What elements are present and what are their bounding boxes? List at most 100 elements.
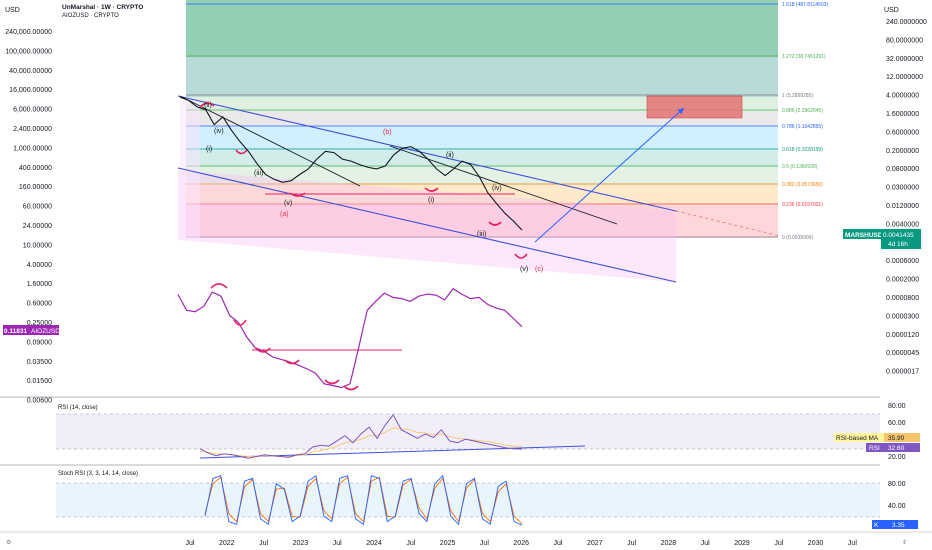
left-axis-tick: 0.01500 bbox=[27, 378, 52, 385]
time-axis-tick: Jul bbox=[774, 540, 783, 547]
time-axis-tick: Jul bbox=[554, 540, 563, 547]
right-axis-tick: 0.0006000 bbox=[886, 258, 919, 265]
rsi-title[interactable]: RSI (14, close) bbox=[58, 405, 98, 411]
right-axis-tick: 12.0000000 bbox=[886, 74, 923, 81]
fib-level-label: 0.886 (2.2962045) bbox=[782, 108, 823, 114]
scale-toggle-icon[interactable]: ⇕ bbox=[902, 539, 907, 546]
left-axis-tick: 24.00000 bbox=[23, 223, 52, 230]
fib-level-label: 0.5 (0.1360930) bbox=[782, 164, 818, 170]
chart-title: UnMarshal · 1W · CRYPTO bbox=[62, 4, 143, 11]
time-axis-tick: Jul bbox=[701, 540, 710, 547]
fib-zone-0886 bbox=[186, 111, 778, 126]
wave-label: (i) bbox=[206, 146, 212, 153]
rsi-line bbox=[199, 413, 523, 459]
marsh-tag-label: MARSHUSD bbox=[845, 232, 883, 239]
left-price-axis[interactable]: 240,000.00000 100,000.00000 40,000.00000 16… bbox=[5, 29, 52, 405]
marsh-price-tag[interactable]: MARSHUSD 0.0041435 4d 16h bbox=[843, 229, 921, 249]
left-axis-tick: 0.00600 bbox=[27, 398, 52, 405]
fib-zone-0618 bbox=[186, 151, 778, 167]
wave-label: (iv) bbox=[492, 185, 502, 192]
right-axis-tick: 4.0000000 bbox=[886, 93, 919, 100]
left-axis-tick: 160.00000 bbox=[19, 184, 52, 191]
right-axis-tick: 1.6000000 bbox=[886, 111, 919, 118]
right-axis-tick: 0.0120000 bbox=[886, 203, 919, 210]
right-price-axis[interactable]: 240.0000000 80.0000000 32.0000000 12.000000… bbox=[886, 19, 927, 376]
right-axis-tick: 0.0300000 bbox=[886, 185, 919, 192]
time-axis-tick: 2027 bbox=[587, 540, 603, 547]
right-axis-tick: 0.0040000 bbox=[886, 221, 919, 228]
fib-zone-05 bbox=[186, 167, 778, 185]
right-axis-tick: 240.0000000 bbox=[886, 19, 927, 26]
right-axis-tick: 0.6000000 bbox=[886, 129, 919, 136]
projection-arrow[interactable] bbox=[534, 107, 685, 243]
rsi-band bbox=[56, 414, 880, 449]
time-axis-tick: 2023 bbox=[293, 540, 309, 547]
channel-upper-line[interactable] bbox=[177, 95, 677, 212]
settings-icon[interactable]: ⚙ bbox=[6, 539, 11, 546]
pivot-arc-6 bbox=[514, 253, 528, 259]
trend-line-1[interactable] bbox=[179, 95, 361, 187]
wave-label: (v) bbox=[284, 200, 292, 207]
marshusd-price-line bbox=[179, 96, 523, 231]
rsi-ma-value-bg bbox=[884, 433, 920, 442]
right-axis-tick: 0.0002000 bbox=[886, 277, 919, 284]
fib-retracement-zones[interactable] bbox=[186, 0, 778, 238]
left-axis-tick: 0.09000 bbox=[27, 339, 52, 346]
left-highlight bbox=[180, 100, 200, 240]
time-axis-tick: 2028 bbox=[661, 540, 677, 547]
fib-zone-1 bbox=[186, 97, 778, 111]
marsh-tag-value: 0.0041435 bbox=[883, 232, 914, 239]
time-axis-tick: 2024 bbox=[366, 540, 382, 547]
time-axis[interactable]: Jul 2022 Jul 2023 Jul 2024 Jul 2025 Jul 2026 Jul 20… bbox=[186, 540, 858, 547]
series-layer bbox=[177, 96, 523, 526]
channel-lower-line[interactable] bbox=[177, 167, 677, 283]
left-axis-tick: 400.00000 bbox=[19, 165, 52, 172]
stoch-k-line bbox=[204, 474, 523, 526]
fib-zone-0236 bbox=[186, 205, 778, 238]
left-axis-tick: 16,000.00000 bbox=[9, 87, 52, 94]
fib-level-label: 1.272 (38.7451291) bbox=[782, 54, 826, 60]
target-zone-box[interactable] bbox=[646, 95, 743, 119]
aioz-tag-value: 0.11831 bbox=[4, 328, 28, 335]
aioz-arc-1 bbox=[210, 283, 228, 289]
rsi-value: 32.60 bbox=[888, 445, 905, 452]
stoch-tags[interactable]: K 3.35 bbox=[872, 520, 918, 529]
time-axis-tick: 2030 bbox=[808, 540, 824, 547]
wave-label: (a) bbox=[280, 211, 289, 218]
fib-level-lines: 1.618 (487.8114503) 1.272 (38.7451291) 1 (… bbox=[186, 2, 828, 241]
aioz-value-bg bbox=[3, 325, 29, 335]
stoch-axis[interactable]: 80.00 40.00 bbox=[888, 481, 906, 510]
rsi-axis[interactable]: 80.0060.0040.0020.00 bbox=[888, 403, 906, 461]
time-axis-tick: Jul bbox=[627, 540, 636, 547]
marsh-tag-countdown: 4d 16h bbox=[888, 241, 908, 248]
time-axis-tick: 2025 bbox=[440, 540, 456, 547]
stoch-k-value: 3.35 bbox=[892, 522, 905, 529]
time-axis-tick: 2029 bbox=[734, 540, 750, 547]
left-axis-tick: 1,000.00000 bbox=[13, 145, 52, 152]
pivot-arc-4 bbox=[424, 187, 439, 192]
aioz-price-tag[interactable]: 0.11831 AIOZUSD bbox=[3, 325, 60, 335]
pivot-arcs bbox=[199, 102, 528, 391]
time-axis-tick: 2022 bbox=[219, 540, 235, 547]
stoch-axis-tick: 80.00 bbox=[888, 481, 906, 488]
fib-zone-0786 bbox=[186, 126, 778, 151]
fib-zone-1618 bbox=[186, 0, 778, 57]
time-axis-tick: Jul bbox=[480, 540, 489, 547]
left-axis-tick: 4.00000 bbox=[27, 262, 52, 269]
rsi-label-bg bbox=[866, 443, 884, 452]
rsi-tags[interactable]: RSI-based MA 35.90 RSI 32.60 bbox=[834, 433, 920, 452]
right-axis-tick: 0.0000800 bbox=[886, 295, 919, 302]
left-axis-tick: 0.60000 bbox=[27, 301, 52, 308]
left-axis-tick: 10.00000 bbox=[23, 242, 52, 249]
stoch-title[interactable]: Stoch RSI (3, 3, 14, 14, close) bbox=[58, 471, 138, 477]
left-axis-tick: 2,400.00000 bbox=[13, 126, 52, 133]
marsh-value-bg bbox=[881, 229, 921, 249]
right-axis-tick: 80.0000000 bbox=[886, 37, 923, 44]
rsi-ma-value: 35.90 bbox=[888, 435, 905, 442]
right-axis-tick: 0.0000045 bbox=[886, 350, 919, 357]
left-axis-tick: 240,000.00000 bbox=[5, 29, 52, 36]
aioz-arc-2 bbox=[233, 319, 247, 326]
wave-label: (b) bbox=[383, 129, 392, 136]
wave-label: (c) bbox=[535, 266, 543, 273]
